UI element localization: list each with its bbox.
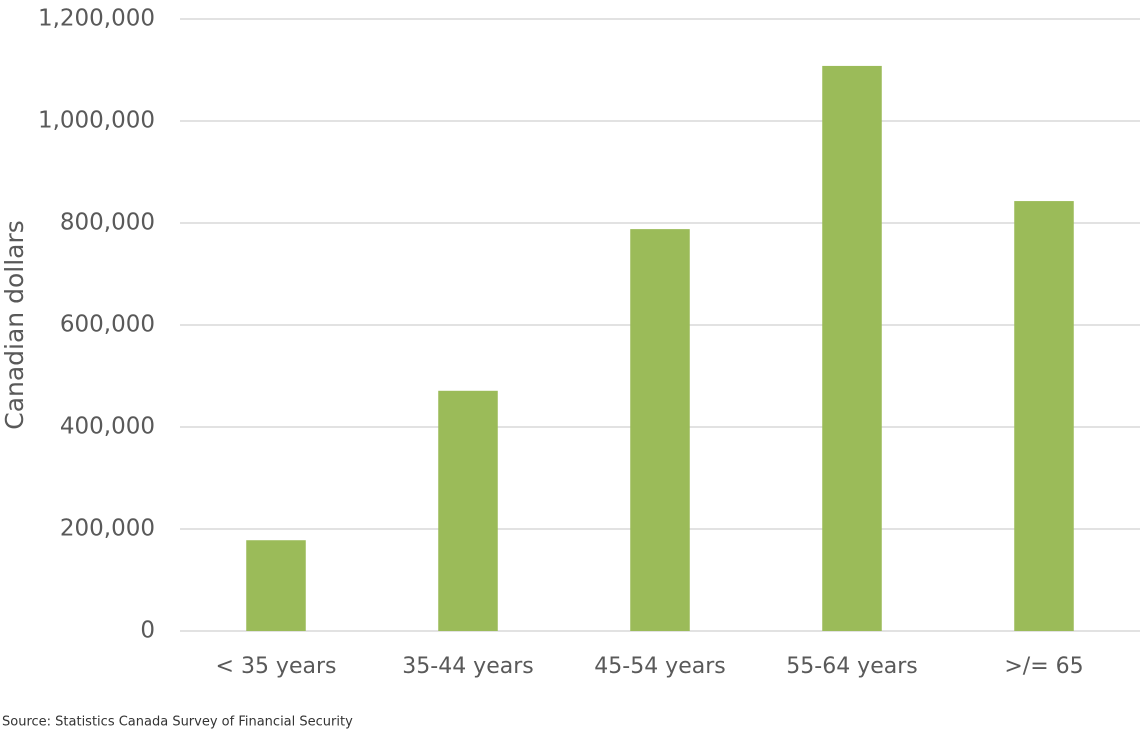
x-tick-label: < 35 years [216, 654, 337, 679]
x-tick-label: 55-64 years [786, 654, 917, 679]
x-tick-label: 35-44 years [402, 654, 533, 679]
y-tick-label: 0 [140, 618, 155, 644]
bar [1014, 201, 1074, 631]
bar [822, 65, 882, 632]
y-tick-label: 200,000 [60, 516, 155, 542]
x-tick-label: 45-54 years [594, 654, 725, 679]
y-tick-label: 1,000,000 [38, 108, 155, 134]
bar [246, 540, 306, 631]
bar [438, 390, 498, 631]
source-note: Source: Statistics Canada Survey of Fina… [2, 715, 353, 730]
y-tick-label: 400,000 [60, 414, 155, 440]
bar [630, 229, 690, 631]
y-axis-label: Canadian dollars [0, 220, 29, 430]
y-tick-label: 600,000 [60, 312, 155, 338]
y-tick-label: 800,000 [60, 210, 155, 236]
x-tick-label: >/= 65 [1004, 654, 1083, 679]
y-tick-label: 1,200,000 [38, 6, 155, 32]
